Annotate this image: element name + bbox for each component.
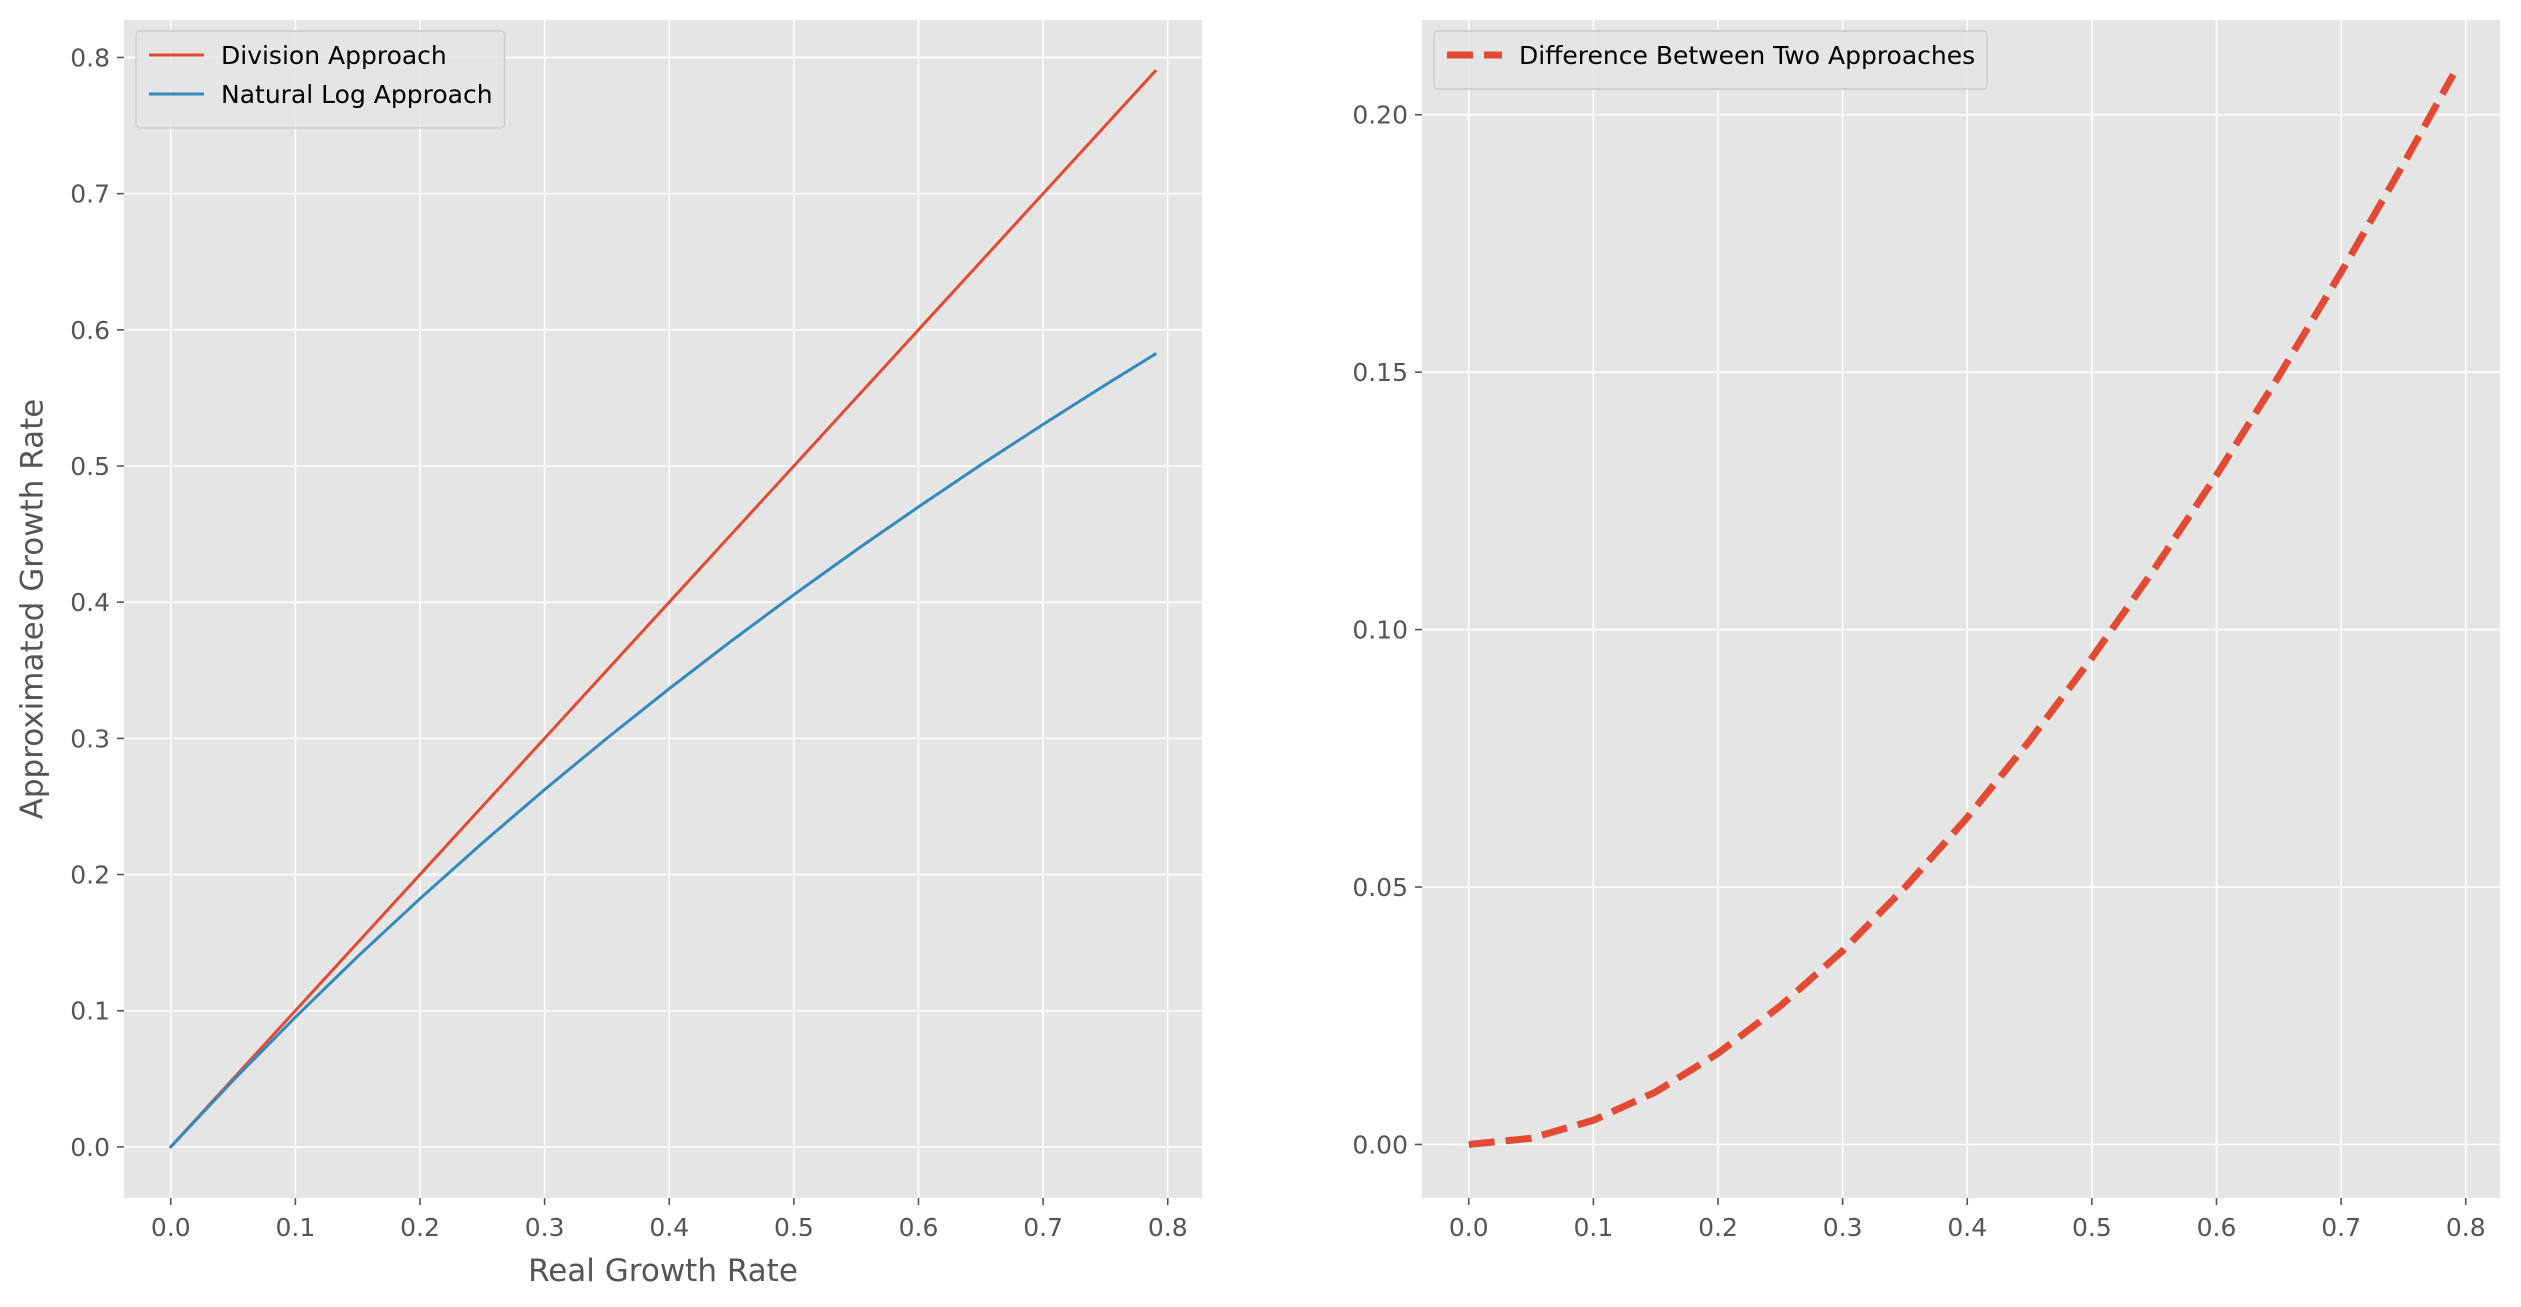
x-tick-label: 0.1 <box>275 1213 315 1242</box>
x-tick-label: 0.5 <box>2072 1213 2112 1242</box>
left-chart-panel: 0.0 0.1 0.2 0.3 0.4 0.5 0.6 0.7 0.8 0.0 0.1 0.2 0.3 0… <box>15 20 1202 1289</box>
x-tick-label: 0.2 <box>400 1213 440 1242</box>
x-tick-label: 0.3 <box>525 1213 565 1242</box>
x-tick-label: 0.4 <box>1947 1213 1987 1242</box>
x-tick-label: 0.6 <box>2197 1213 2237 1242</box>
legend-entry-label: Difference Between Two Approaches <box>1519 41 1975 70</box>
x-tick-label: 0.8 <box>2446 1213 2486 1242</box>
y-tick-label: 0.15 <box>1352 358 1408 387</box>
x-tick-label: 0.4 <box>649 1213 689 1242</box>
legend-box <box>1433 30 1988 90</box>
y-tick-label: 0.05 <box>1352 873 1408 902</box>
series-line-division-approach <box>169 69 1157 1149</box>
x-tick-label: 0.0 <box>1449 1213 1489 1242</box>
series-line-difference-between-two-approaches <box>1468 72 2457 1148</box>
y-tick-label: 0.7 <box>70 180 110 209</box>
x-tick-label: 0.3 <box>1823 1213 1863 1242</box>
plot-area-background <box>1422 20 2500 1198</box>
right-chart-panel: 0.0 0.1 0.2 0.3 0.4 0.5 0.6 0.7 0.8 0.00 0.05 0.10 0… <box>1352 20 2500 1242</box>
x-tick-label: 0.0 <box>151 1213 191 1242</box>
y-tick-label: 0.0 <box>70 1133 110 1162</box>
y-tick-label: 0.10 <box>1352 616 1408 645</box>
x-tick-label: 0.7 <box>1023 1213 1063 1242</box>
legend: Difference Between Two Approaches <box>1433 30 1988 90</box>
y-tick-label: 0.20 <box>1352 101 1408 130</box>
y-tick-label: 0.1 <box>70 997 110 1026</box>
x-tick-label: 0.2 <box>1698 1213 1738 1242</box>
legend-box <box>135 30 506 129</box>
x-tick-label: 0.7 <box>2321 1213 2361 1242</box>
gridlines <box>1422 20 2500 1198</box>
y-tick-label: 0.5 <box>70 452 110 481</box>
x-tick-label: 0.5 <box>774 1213 814 1242</box>
y-axis-label: Approximated Growth Rate <box>15 399 51 820</box>
y-tick-label: 0.8 <box>70 43 110 72</box>
legend: Division Approach Natural Log Approach <box>135 30 506 129</box>
legend-entry-label: Natural Log Approach <box>221 80 493 109</box>
x-tick-label: 0.6 <box>899 1213 939 1242</box>
x-axis-label: Real Growth Rate <box>528 1253 798 1289</box>
y-tick-label: 0.00 <box>1352 1130 1408 1159</box>
series-line-natural-log-approach <box>169 352 1157 1149</box>
y-tick-label: 0.4 <box>70 588 110 617</box>
y-tick-label: 0.3 <box>70 724 110 753</box>
legend-entry-label: Division Approach <box>221 41 447 70</box>
y-tick-label: 0.2 <box>70 861 110 890</box>
x-tick-label: 0.8 <box>1148 1213 1188 1242</box>
gridlines <box>124 20 1202 1198</box>
y-tick-label: 0.6 <box>70 316 110 345</box>
x-tick-label: 0.1 <box>1573 1213 1613 1242</box>
